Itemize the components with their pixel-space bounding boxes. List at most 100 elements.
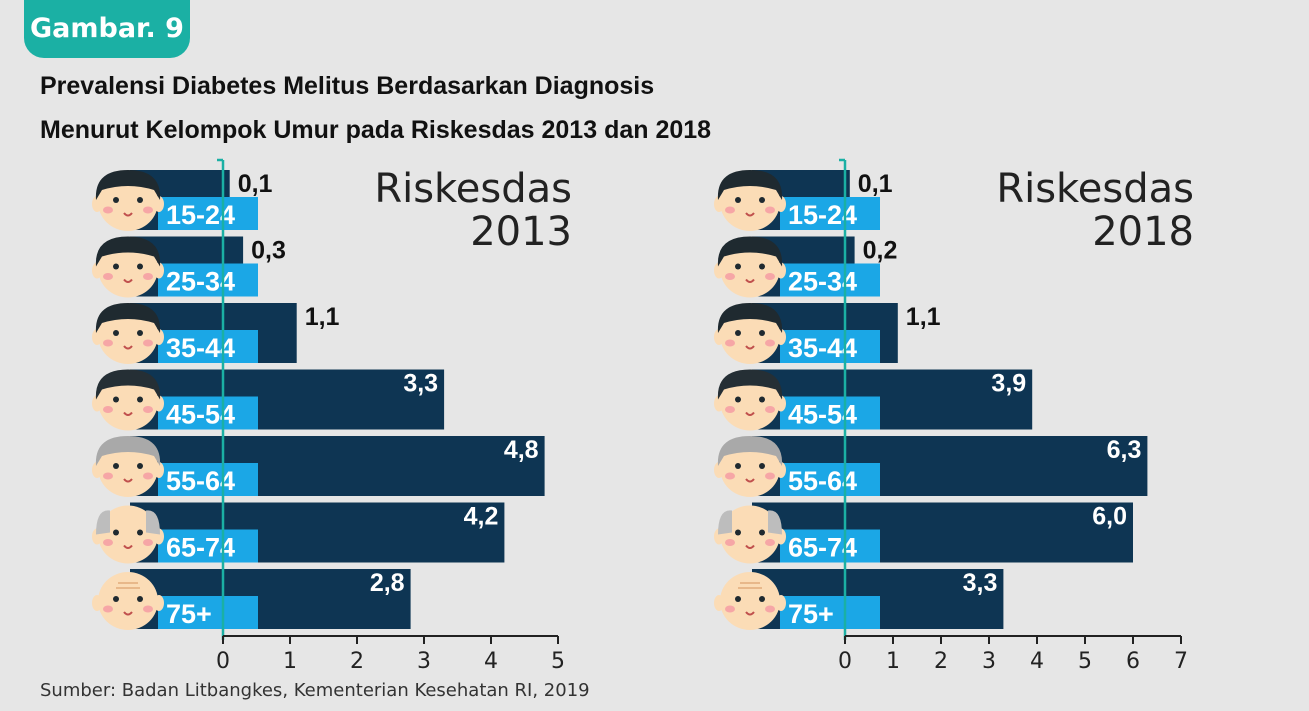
face-skin — [98, 372, 158, 431]
face-eye — [137, 463, 143, 469]
x-tick-label: 1 — [886, 649, 900, 674]
face-skin — [720, 505, 780, 564]
face-eye — [735, 396, 741, 403]
face-cheek — [103, 406, 113, 413]
face-eye — [137, 330, 143, 336]
face-ear — [776, 196, 786, 212]
face-eye — [113, 596, 119, 602]
age-label: 35-44 — [166, 333, 235, 363]
face-ear — [154, 262, 164, 279]
face-ear — [714, 462, 724, 478]
face-mouth — [745, 544, 755, 549]
face-cheek — [725, 605, 735, 613]
face-ear — [92, 262, 102, 279]
age-label-box — [780, 463, 880, 496]
face-skin — [98, 505, 158, 564]
face-skin — [98, 572, 158, 630]
face-mouth — [745, 278, 755, 283]
age-label: 15-24 — [166, 200, 235, 230]
face-ear — [154, 595, 164, 611]
chart-title-name: Riskesdas — [374, 166, 572, 212]
face-icon — [714, 369, 786, 431]
face-hair — [717, 170, 783, 200]
face-eye — [113, 197, 119, 203]
face-ear — [714, 395, 724, 412]
face-hair — [717, 436, 783, 466]
face-mouth — [123, 411, 133, 416]
x-tick-label: 3 — [417, 649, 431, 674]
age-label: 35-44 — [788, 333, 857, 363]
face-ear — [714, 196, 724, 212]
age-label: 45-54 — [166, 400, 235, 430]
face-mouth — [123, 278, 133, 283]
face-ear — [92, 595, 102, 611]
face-hair — [95, 436, 161, 466]
face-cheek — [725, 539, 735, 546]
age-label: 75+ — [166, 599, 212, 629]
face-icon — [92, 369, 164, 431]
value-label: 6,0 — [1092, 503, 1127, 531]
face-mouth — [745, 611, 755, 616]
face-mouth — [123, 611, 133, 616]
face-hair — [717, 236, 783, 267]
face-eye — [735, 529, 741, 536]
age-label: 65-74 — [166, 533, 235, 563]
age-label-box — [158, 263, 258, 297]
age-label-box — [158, 197, 258, 230]
face-eye — [735, 330, 741, 336]
face-icon — [92, 436, 164, 497]
face-cheek — [725, 273, 735, 280]
face-cheek — [103, 539, 113, 546]
value-label: 2,8 — [370, 569, 405, 597]
figure-badge: Gambar. 9 — [24, 0, 190, 58]
face-eye — [759, 396, 765, 403]
chart-riskesdas-2013: Riskesdas201315-240,125-340,335-441,145-… — [92, 158, 572, 674]
x-tick-label: 2 — [934, 649, 948, 674]
face-ear — [92, 462, 102, 478]
face-skin — [98, 439, 158, 497]
face-mouth — [745, 478, 755, 483]
x-tick-label: 0 — [838, 649, 852, 674]
age-label-box — [780, 330, 880, 363]
face-cheek — [143, 539, 153, 546]
age-label-box — [780, 396, 880, 430]
face-eye — [137, 263, 143, 270]
face-hair — [146, 510, 160, 535]
face-hair — [95, 369, 161, 400]
value-label: 1,1 — [305, 303, 340, 331]
face-icon — [714, 572, 786, 630]
x-tick-label: 0 — [216, 649, 230, 674]
face-ear — [154, 395, 164, 412]
age-label: 65-74 — [788, 533, 857, 563]
face-skin — [720, 439, 780, 497]
face-cheek — [765, 539, 775, 546]
age-label-box — [780, 529, 880, 563]
face-icon — [92, 303, 164, 364]
value-label: 6,3 — [1107, 436, 1142, 464]
face-ear — [776, 595, 786, 611]
value-label: 0,1 — [238, 170, 273, 198]
chart-title-line-2: Menurut Kelompok Umur pada Riskesdas 201… — [40, 116, 712, 144]
face-hair — [717, 369, 783, 400]
age-label: 55-64 — [166, 466, 235, 496]
face-mouth — [123, 478, 133, 483]
face-eye — [735, 596, 741, 602]
face-cheek — [103, 339, 113, 347]
age-label: 55-64 — [788, 466, 857, 496]
face-cheek — [103, 273, 113, 280]
x-tick-label: 4 — [484, 649, 498, 674]
face-skin — [720, 306, 780, 364]
face-icon — [92, 236, 164, 298]
face-icon — [714, 236, 786, 298]
face-ear — [154, 462, 164, 478]
face-mouth — [123, 212, 133, 217]
age-label: 15-24 — [788, 200, 857, 230]
face-eye — [137, 197, 143, 203]
age-label: 45-54 — [788, 400, 857, 430]
face-eye — [759, 197, 765, 203]
age-label: 25-34 — [788, 267, 857, 297]
face-cheek — [725, 472, 735, 480]
face-cheek — [765, 406, 775, 413]
face-cheek — [725, 206, 735, 214]
age-label-box — [780, 197, 880, 230]
